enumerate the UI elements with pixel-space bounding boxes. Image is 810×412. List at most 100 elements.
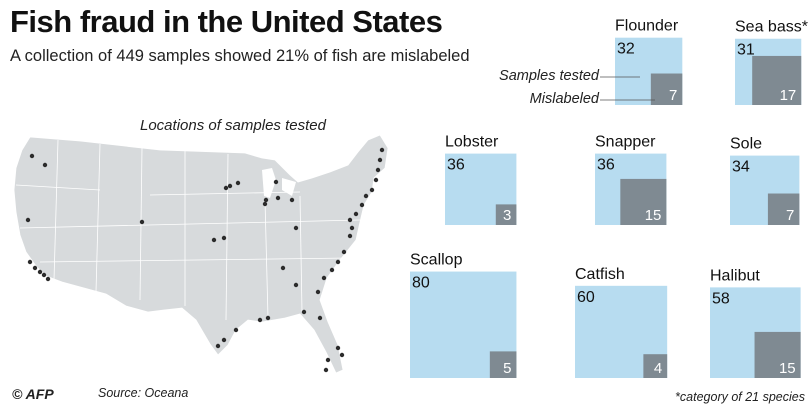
sample-locations — [25, 147, 385, 373]
sample-dot — [293, 225, 299, 231]
species-group: Lobster 36 3 — [445, 134, 517, 225]
species-group: Scallop 80 5 — [410, 252, 517, 378]
mislabeled-square — [495, 204, 517, 225]
sample-dot — [41, 272, 47, 278]
sample-dot — [42, 162, 48, 168]
sample-dot — [289, 197, 295, 203]
sample-dot — [139, 219, 145, 225]
sample-dot — [347, 217, 353, 223]
mislabeled-square — [754, 331, 801, 378]
sample-dot — [293, 282, 299, 288]
mislabeled-value-label: 7 — [786, 207, 794, 224]
sample-dot — [280, 265, 286, 271]
sample-dot — [265, 315, 271, 321]
species-label: Halibut — [710, 267, 760, 284]
afp-logo: © AFP — [12, 386, 54, 402]
sample-dot — [45, 276, 51, 282]
sample-dot — [263, 197, 269, 203]
mislabeled-square — [752, 55, 802, 105]
sample-dot — [223, 185, 229, 191]
sample-dot — [379, 147, 385, 153]
mislabeled-value-label: 4 — [654, 360, 662, 377]
species-label: Lobster — [445, 134, 499, 151]
sample-dot — [235, 180, 241, 186]
sample-dot — [211, 237, 217, 243]
tested-value-label: 34 — [732, 159, 750, 176]
sample-dot — [27, 259, 33, 265]
species-label: Scallop — [410, 252, 463, 269]
sample-dot — [233, 327, 239, 333]
sample-dot — [375, 167, 381, 173]
great-lakes — [262, 168, 296, 198]
mislabeled-square — [489, 351, 517, 378]
sample-dot — [325, 357, 331, 363]
sample-dot — [339, 352, 345, 358]
us-land-outline — [13, 134, 389, 374]
sample-dot — [221, 235, 227, 241]
sample-dot — [301, 309, 307, 315]
sample-dot — [29, 153, 35, 159]
mislabeled-value-label: 5 — [503, 360, 511, 377]
source-note: Source: Oceana — [98, 386, 189, 400]
sample-dot — [215, 343, 221, 349]
mislabeled-value-label: 15 — [779, 360, 796, 377]
chart-title: Fish fraud in the United States — [10, 4, 443, 39]
sample-dot — [32, 265, 38, 271]
species-group: Halibut 58 15 — [710, 267, 801, 378]
mislabeled-square — [620, 178, 667, 225]
legend-samples-tested: Samples tested — [499, 68, 599, 84]
species-label: Sole — [730, 136, 762, 153]
map-caption: Locations of samples tested — [140, 117, 326, 134]
chart-subtitle: A collection of 449 samples showed 21% o… — [10, 47, 470, 65]
species-group: Sea bass* 31 17 — [735, 19, 808, 105]
tested-value-label: 80 — [412, 275, 430, 292]
footnote: *category of 21 species — [675, 390, 805, 404]
legend-mislabeled: Mislabeled — [529, 91, 599, 107]
sample-dot — [317, 315, 323, 321]
sample-dot — [221, 337, 227, 343]
species-label: Sea bass* — [735, 19, 808, 36]
mislabeled-square — [643, 354, 668, 378]
sample-dot — [341, 249, 347, 255]
tested-value-label: 31 — [737, 42, 755, 59]
mislabeled-value-label: 17 — [780, 87, 797, 104]
sample-dot — [329, 267, 335, 273]
sample-dot — [227, 183, 233, 189]
sample-dot — [353, 211, 359, 217]
sample-dot — [347, 233, 353, 239]
sample-dot — [275, 195, 281, 201]
tested-value-label: 32 — [617, 41, 635, 58]
mislabeled-value-label: 7 — [669, 87, 677, 104]
tested-value-label: 36 — [447, 157, 465, 174]
sample-dot — [323, 367, 329, 373]
sample-dot — [321, 275, 327, 281]
sample-dot — [377, 157, 383, 163]
state-boundaries — [15, 139, 361, 321]
sample-dot — [25, 217, 31, 223]
sample-dot — [262, 201, 268, 207]
sample-dot — [273, 179, 279, 185]
species-label: Snapper — [595, 134, 656, 151]
species-label: Catfish — [575, 266, 625, 283]
tested-value-label: 36 — [597, 157, 615, 174]
sample-dot — [373, 177, 379, 183]
sample-dot — [349, 225, 355, 231]
sample-dot — [335, 259, 341, 265]
mislabeled-square — [650, 73, 683, 105]
sample-dot — [363, 193, 369, 199]
sample-dot — [359, 202, 365, 208]
mislabeled-square — [767, 193, 800, 225]
species-group: Flounder 32 7 — [615, 18, 683, 105]
mislabeled-value-label: 3 — [503, 207, 511, 224]
species-group: Sole 34 7 — [730, 136, 800, 225]
sample-dot — [369, 187, 375, 193]
species-group: Catfish 60 4 — [575, 266, 668, 378]
sample-dot — [37, 269, 43, 275]
sample-dot — [335, 345, 341, 351]
tested-value-label: 60 — [577, 289, 595, 306]
species-group: Snapper 36 15 — [595, 134, 667, 225]
tested-value-label: 58 — [712, 290, 730, 307]
mislabeled-value-label: 15 — [645, 207, 662, 224]
sample-dot — [315, 289, 321, 295]
